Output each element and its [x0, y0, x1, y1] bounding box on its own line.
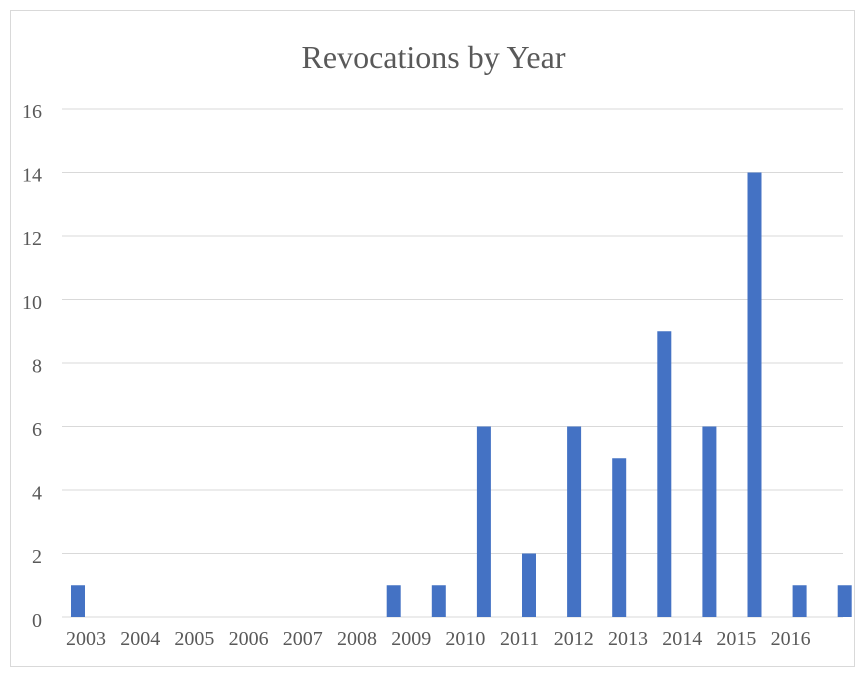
x-tick-label: 2010 [445, 628, 485, 650]
chart-frame: Revocations by Year [10, 10, 855, 667]
bar [792, 585, 807, 617]
y-tick-label: 16 [22, 101, 42, 123]
x-tick-label: 2014 [662, 628, 702, 650]
x-tick-label: 2004 [120, 628, 160, 650]
x-tick-label: 2016 [771, 628, 811, 650]
y-tick-label: 0 [32, 610, 42, 632]
y-tick-label: 6 [32, 419, 42, 441]
bar [71, 585, 85, 617]
bar [612, 458, 627, 617]
x-tick-label: 2013 [608, 628, 648, 650]
y-tick-label: 4 [32, 483, 42, 505]
y-tick-label: 8 [32, 355, 42, 377]
x-tick-label: 2005 [174, 628, 214, 650]
chart-title: Revocations by Year [301, 39, 566, 75]
bar [657, 331, 672, 617]
y-tick-label: 2 [32, 546, 42, 568]
x-tick-label: 2008 [337, 628, 377, 650]
x-tick-label: 2006 [229, 628, 269, 650]
x-tick-label: 2011 [500, 628, 539, 650]
bar [567, 426, 582, 617]
bar [386, 585, 401, 617]
x-tick-label: 2012 [554, 628, 594, 650]
y-tick-label: 14 [22, 165, 42, 187]
x-tick-label: 2009 [391, 628, 431, 650]
x-tick-label: 2003 [66, 628, 106, 650]
x-tick-label: 2015 [716, 628, 756, 650]
bar [702, 426, 717, 617]
bar [522, 553, 536, 617]
bar [431, 585, 446, 617]
x-tick-label: 2007 [283, 628, 323, 650]
bar [476, 426, 491, 617]
y-tick-label: 10 [22, 292, 42, 314]
y-tick-label: 12 [22, 228, 42, 250]
bar [747, 172, 762, 617]
bar [837, 585, 852, 617]
